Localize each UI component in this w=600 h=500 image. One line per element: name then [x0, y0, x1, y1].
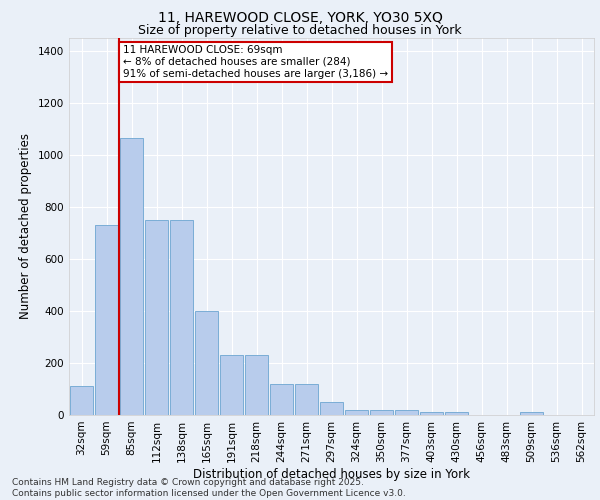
- Text: Contains HM Land Registry data © Crown copyright and database right 2025.
Contai: Contains HM Land Registry data © Crown c…: [12, 478, 406, 498]
- Text: Size of property relative to detached houses in York: Size of property relative to detached ho…: [138, 24, 462, 37]
- Bar: [445, 412, 468, 415]
- Bar: [295, 384, 318, 415]
- Text: 11, HAREWOOD CLOSE, YORK, YO30 5XQ: 11, HAREWOOD CLOSE, YORK, YO30 5XQ: [158, 11, 442, 25]
- Bar: [120, 138, 143, 415]
- X-axis label: Distribution of detached houses by size in York: Distribution of detached houses by size …: [193, 468, 470, 480]
- Y-axis label: Number of detached properties: Number of detached properties: [19, 133, 32, 320]
- Bar: [370, 410, 393, 415]
- Bar: [420, 412, 443, 415]
- Bar: [145, 220, 168, 415]
- Bar: [220, 355, 243, 415]
- Bar: [270, 384, 293, 415]
- Bar: [70, 386, 93, 415]
- Bar: [245, 355, 268, 415]
- Bar: [195, 311, 218, 415]
- Bar: [395, 410, 418, 415]
- Bar: [320, 402, 343, 415]
- Text: 11 HAREWOOD CLOSE: 69sqm
← 8% of detached houses are smaller (284)
91% of semi-d: 11 HAREWOOD CLOSE: 69sqm ← 8% of detache…: [123, 46, 388, 78]
- Bar: [520, 412, 543, 415]
- Bar: [95, 225, 118, 415]
- Bar: [170, 220, 193, 415]
- Bar: [345, 410, 368, 415]
